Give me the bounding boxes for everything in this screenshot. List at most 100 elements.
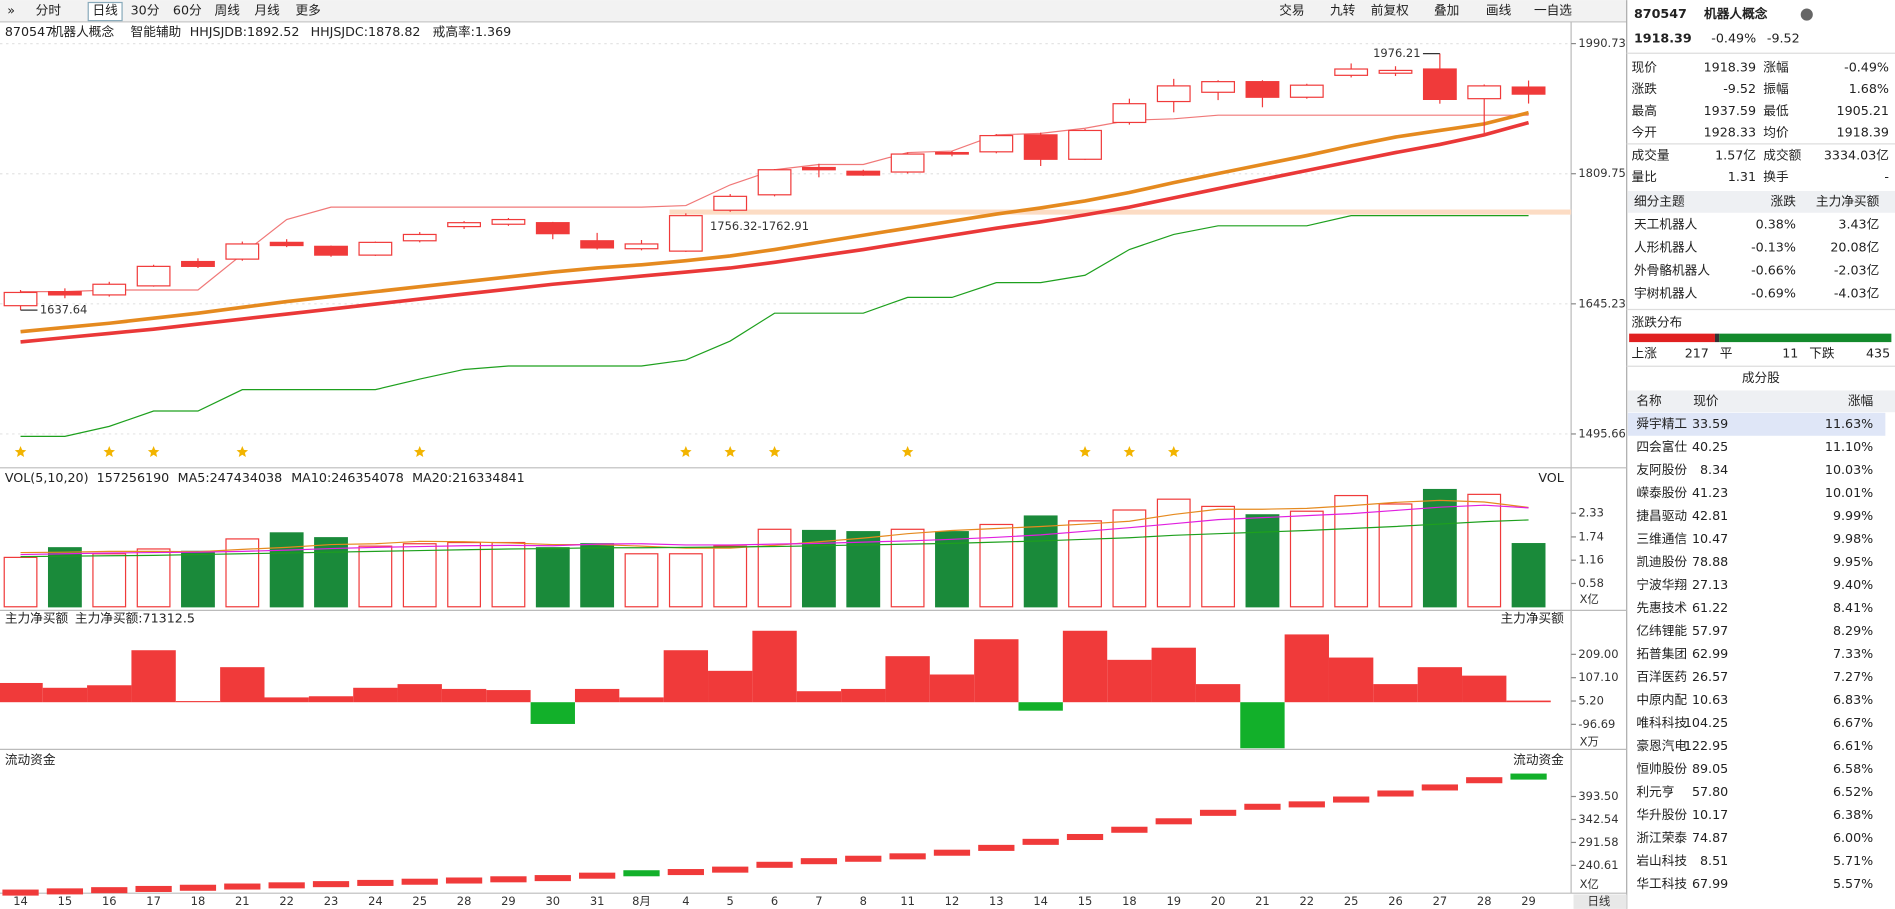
constituent-name[interactable]: 四会富仕 [1636, 439, 1687, 454]
x-tick-label: 25 [1344, 894, 1359, 908]
x-tick-label: 13 [989, 894, 1004, 908]
constituent-name[interactable]: 华升股份 [1636, 807, 1687, 822]
y-tick-label: 2.33 [1578, 506, 1604, 520]
constituent-value: 10.47 [1692, 531, 1728, 546]
constituent-value: 11.63% [1825, 416, 1873, 431]
candle-body [757, 169, 792, 196]
constituent-name[interactable]: 利元亨 [1636, 784, 1674, 799]
candle-body [624, 243, 659, 250]
dist-value: 11 [1782, 346, 1798, 361]
stat-label: 成交量 [1632, 147, 1670, 162]
tool-button[interactable]: 交易 [1279, 2, 1304, 17]
period-tab[interactable]: 60分 [173, 2, 202, 17]
stat-label: 涨幅 [1763, 59, 1789, 74]
period-tab[interactable]: 月线 [254, 2, 280, 17]
liquidity-bar [91, 887, 128, 894]
signal-star [1167, 446, 1180, 457]
signal-star [147, 446, 160, 457]
candle-body [935, 151, 969, 155]
liquidity-bar [534, 875, 571, 882]
constituent-value: 6.00% [1833, 830, 1873, 845]
unit-label: X亿 [1580, 592, 1599, 606]
x-tick-label: 29 [501, 894, 516, 908]
table-header-bg [1627, 390, 1895, 413]
volume-bar [1112, 509, 1147, 608]
constituent-name[interactable]: 亿纬锂能 [1636, 623, 1687, 638]
constituent-name[interactable]: 浙江荣泰 [1636, 830, 1687, 845]
theme-header: 细分主题 [1634, 193, 1685, 208]
candle-body [1511, 86, 1546, 95]
period-tab[interactable]: 30分 [131, 2, 160, 17]
y-tick-label: 1645.23 [1578, 296, 1625, 310]
x-tick-label: 20 [1211, 894, 1226, 908]
net-bar [1107, 659, 1152, 703]
liquidity-bar [135, 885, 172, 892]
constituent-name[interactable]: 岩山科技 [1636, 853, 1687, 868]
liquidity-bar [312, 881, 350, 888]
constituent-value: 61.22 [1692, 600, 1728, 615]
liquidity-bar [1377, 790, 1414, 797]
tool-button[interactable]: 画线 [1486, 2, 1512, 17]
toolbar-bg [0, 0, 1627, 22]
theme-name[interactable]: 外骨骼机器人 [1634, 262, 1710, 277]
net-bar [885, 656, 930, 703]
constituent-name[interactable]: 宁波华翔 [1636, 577, 1687, 592]
constituent-name[interactable]: 凯迪股份 [1636, 554, 1687, 569]
stat-value: 1918.39 [1837, 125, 1889, 140]
candle-body [447, 222, 482, 228]
constituent-name[interactable]: 豪恩汽电 [1636, 738, 1687, 753]
constituent-name[interactable]: 拓普集团 [1636, 646, 1687, 661]
stat-value: 1.57亿 [1715, 147, 1756, 162]
constituent-value: 78.88 [1692, 554, 1728, 569]
stat-label: 均价 [1763, 125, 1789, 140]
net-bar [441, 688, 487, 703]
signal-star [901, 446, 914, 457]
constituent-value: 57.80 [1692, 784, 1728, 799]
name: 机器人概念 [51, 24, 115, 39]
constituent-name[interactable]: 舜宇精工 [1636, 416, 1687, 431]
indicator: 戒高率:1.369 [433, 24, 512, 39]
candle-body [1023, 134, 1058, 160]
constituent-name[interactable]: 恒帅股份 [1636, 761, 1687, 776]
constituent-name[interactable]: 友阿股份 [1636, 462, 1687, 477]
menu-icon[interactable]: » [7, 2, 15, 17]
constituent-name[interactable]: 先惠技术 [1636, 600, 1687, 615]
tool-button[interactable]: 九转 [1330, 2, 1356, 17]
volume-bar [358, 545, 393, 608]
constituent-value: 5.57% [1833, 876, 1873, 891]
period-box [1573, 894, 1627, 909]
constituent-name[interactable]: 嵘泰股份 [1636, 485, 1687, 500]
constituent-value: 10.03% [1825, 462, 1873, 477]
constituent-name[interactable]: 华工科技 [1636, 876, 1687, 891]
info-icon[interactable] [1800, 8, 1813, 21]
stat-label: 量比 [1632, 169, 1657, 184]
y-tick-label: 240.61 [1578, 858, 1618, 872]
stat-value: 3334.03亿 [1824, 147, 1889, 162]
period-tab[interactable]: 周线 [215, 2, 241, 17]
constituent-name[interactable]: 中原内配 [1636, 692, 1687, 707]
volume-bar [580, 543, 615, 608]
tool-button[interactable]: 叠加 [1434, 2, 1459, 17]
signal-star [14, 446, 27, 457]
theme-name[interactable]: 宇树机器人 [1634, 285, 1698, 300]
assist[interactable]: 智能辅助 [131, 24, 182, 39]
constituent-name[interactable]: 捷昌驱动 [1636, 508, 1687, 523]
net-current: 主力净买额:71312.5 [75, 610, 195, 625]
theme-name[interactable]: 人形机器人 [1634, 239, 1698, 254]
theme-name[interactable]: 天工机器人 [1634, 216, 1698, 231]
stat-label: 今开 [1632, 125, 1658, 140]
constituent-name[interactable]: 百洋医药 [1636, 669, 1687, 684]
tool-button[interactable]: 一自选 [1534, 2, 1572, 17]
constituent-value: 7.33% [1833, 646, 1873, 661]
volume-bar [935, 531, 969, 608]
constituent-value: 8.29% [1833, 623, 1873, 638]
constituent-name[interactable]: 唯科科技 [1636, 715, 1687, 730]
quote-name: 机器人概念 [1704, 6, 1768, 21]
tool-button[interactable]: 前复权 [1371, 2, 1409, 17]
stat-value: -9.52 [1723, 81, 1756, 96]
period-tab[interactable]: 更多 [295, 2, 320, 17]
period-tab[interactable]: 分时 [36, 2, 62, 17]
period-tab[interactable]: 日线 [92, 2, 118, 17]
constituent-name[interactable]: 三维通信 [1636, 531, 1687, 546]
